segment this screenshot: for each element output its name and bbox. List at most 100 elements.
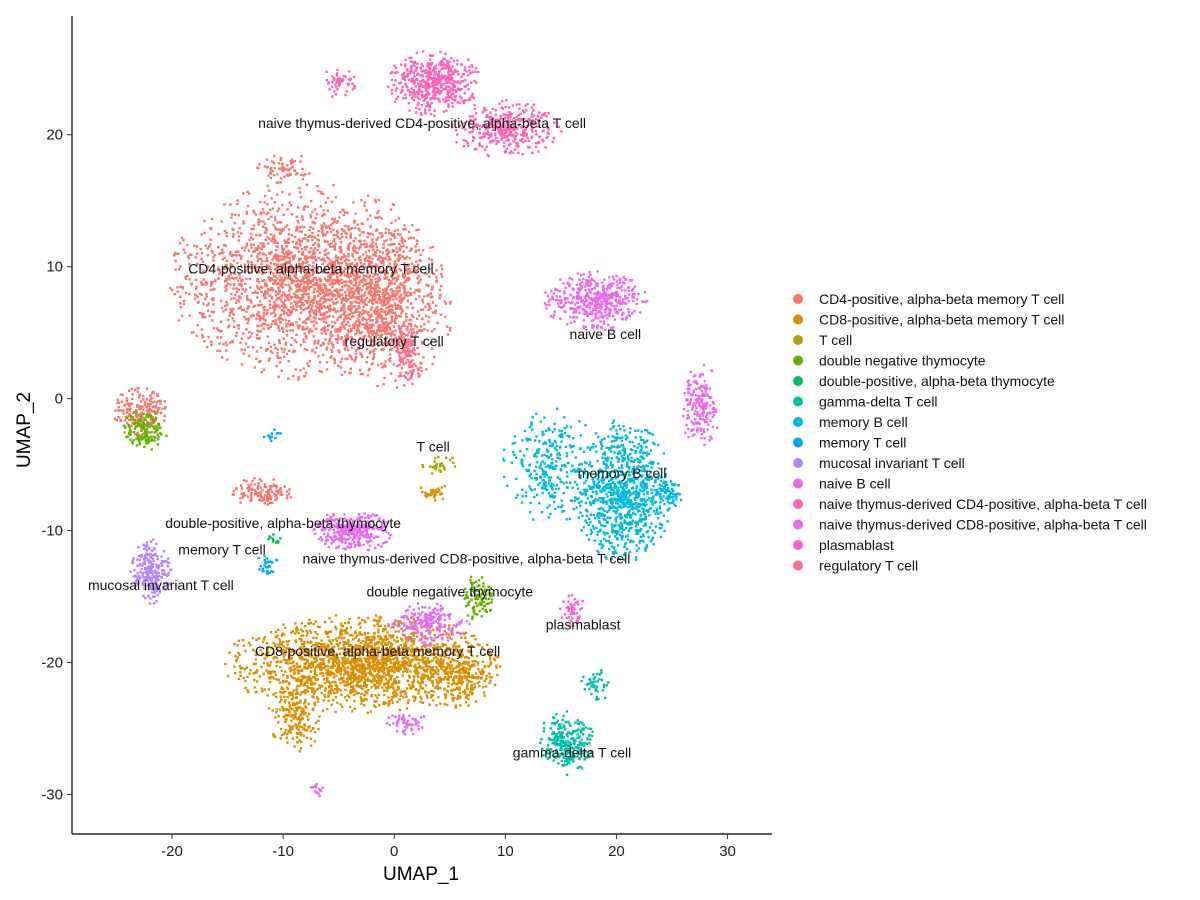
- point: [302, 303, 305, 307]
- point: [320, 192, 323, 195]
- point: [196, 295, 199, 298]
- point: [253, 304, 257, 307]
- point: [309, 300, 313, 304]
- point: [450, 652, 453, 655]
- point: [321, 225, 325, 228]
- point: [300, 289, 304, 292]
- point: [316, 234, 320, 237]
- point: [366, 679, 370, 682]
- point: [278, 341, 281, 345]
- point: [340, 357, 344, 361]
- point: [374, 251, 377, 254]
- point: [416, 680, 420, 683]
- point: [405, 246, 408, 249]
- point: [330, 350, 334, 354]
- point: [446, 646, 449, 650]
- point: [385, 701, 388, 705]
- point: [353, 341, 356, 344]
- point: [393, 236, 397, 239]
- point: [339, 630, 342, 633]
- point: [264, 238, 267, 242]
- point: [347, 313, 350, 317]
- point: [433, 355, 436, 359]
- point: [365, 303, 369, 306]
- point: [300, 196, 303, 199]
- point: [366, 645, 369, 648]
- point: [398, 330, 401, 333]
- point: [288, 329, 292, 332]
- point: [265, 284, 269, 287]
- point: [237, 214, 240, 217]
- point: [391, 647, 394, 651]
- point: [303, 285, 306, 288]
- point: [432, 628, 435, 631]
- point: [384, 641, 387, 645]
- point: [349, 681, 353, 684]
- point: [251, 238, 255, 241]
- point: [358, 669, 361, 672]
- point: [393, 694, 397, 698]
- point: [216, 246, 220, 249]
- point: [354, 653, 357, 657]
- point: [288, 658, 291, 661]
- point: [393, 254, 397, 257]
- point: [429, 676, 432, 679]
- point: [286, 314, 290, 317]
- point: [459, 649, 462, 652]
- point: [400, 311, 403, 315]
- point: [415, 669, 419, 672]
- point: [281, 679, 285, 683]
- point: [349, 308, 353, 311]
- point: [303, 681, 307, 684]
- point: [204, 283, 207, 286]
- point: [415, 260, 418, 263]
- point: [368, 317, 371, 320]
- point: [396, 233, 400, 236]
- point: [340, 248, 343, 252]
- point: [379, 301, 382, 305]
- point: [252, 662, 255, 666]
- point: [259, 360, 262, 363]
- point: [385, 276, 389, 279]
- point: [328, 292, 331, 296]
- point: [299, 300, 302, 304]
- point: [257, 482, 260, 485]
- point: [296, 247, 300, 250]
- point: [346, 680, 349, 683]
- point: [371, 302, 375, 305]
- point: [367, 655, 371, 658]
- point: [321, 314, 325, 317]
- point: [408, 683, 411, 686]
- point: [295, 662, 298, 665]
- point: [270, 485, 274, 488]
- point: [293, 254, 296, 257]
- point: [332, 270, 336, 273]
- point: [260, 324, 263, 327]
- point: [182, 299, 186, 303]
- point: [256, 279, 259, 282]
- point: [306, 239, 310, 243]
- point: [393, 261, 396, 264]
- point: [230, 264, 234, 267]
- point: [418, 329, 421, 332]
- point: [255, 284, 259, 288]
- point: [393, 638, 396, 642]
- point: [367, 657, 370, 660]
- point: [353, 707, 356, 710]
- point: [300, 230, 303, 234]
- point: [364, 291, 367, 294]
- point: [401, 690, 404, 693]
- point: [410, 247, 413, 250]
- point: [376, 652, 380, 656]
- point: [288, 193, 291, 196]
- point: [333, 263, 336, 266]
- point: [210, 282, 213, 286]
- point: [358, 337, 362, 340]
- point: [448, 329, 452, 332]
- point: [305, 680, 308, 684]
- point: [143, 403, 146, 407]
- point: [350, 664, 353, 667]
- point: [366, 194, 370, 197]
- point: [355, 676, 358, 679]
- point: [247, 641, 250, 645]
